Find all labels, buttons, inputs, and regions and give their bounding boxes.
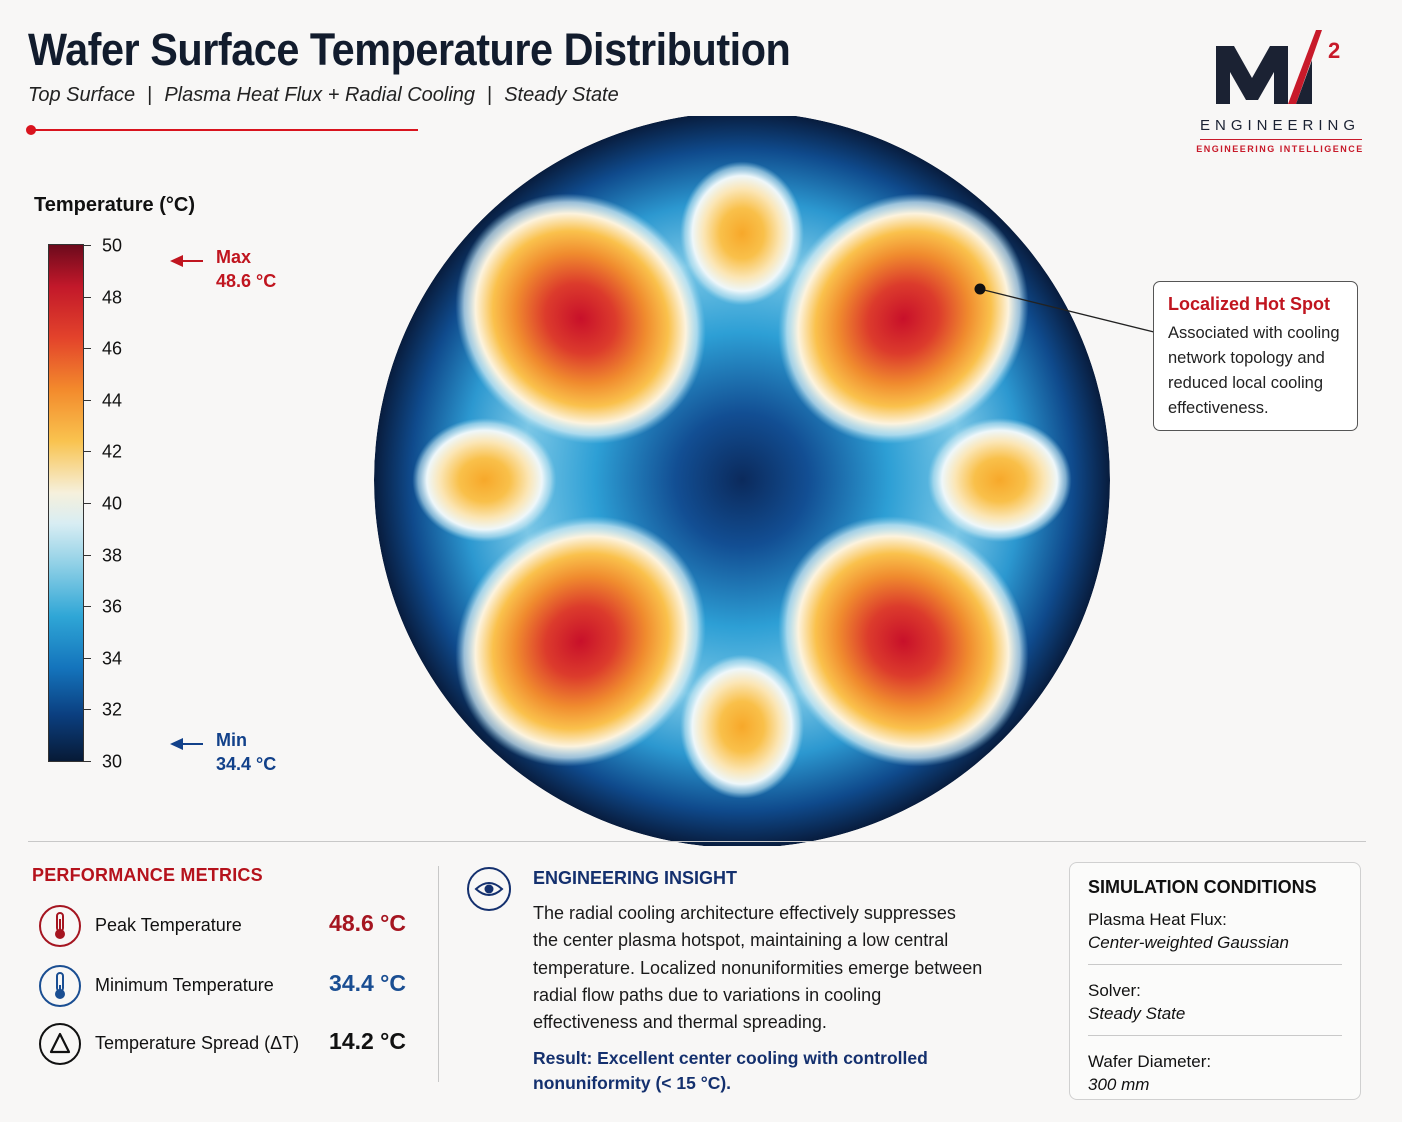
colorbar-tick [84,657,91,659]
warm-spot [680,654,804,799]
title-underline-dot [26,125,36,135]
metric-temperature-spread: Temperature Spread (ΔT) 14.2 °C [38,1022,418,1066]
metric-value: 48.6 °C [329,910,406,936]
sim-item-heat-flux: Plasma Heat Flux: Center-weighted Gaussi… [1088,904,1342,965]
warm-spot [412,418,557,542]
max-marker-label: Max 48.6 °C [216,245,276,293]
subtitle-solver: Steady State [504,84,619,106]
hot-spot [455,516,706,767]
sim-value: Center-weighted Gaussian [1088,933,1289,952]
metric-value: 34.4 °C [329,970,406,996]
subtitle-separator: | [147,84,153,106]
hot-spot-callout: Localized Hot Spot Associated with cooli… [1153,281,1358,431]
metric-label: Minimum Temperature [95,975,274,995]
logo-m-mark [1216,46,1288,104]
sim-key: Solver: [1088,981,1141,1000]
colorbar-tick-label: 50 [102,235,123,256]
title-underline [30,129,418,131]
callout-title: Localized Hot Spot [1168,294,1330,314]
metric-label: Peak Temperature [95,915,242,935]
colorbar-tick [84,554,91,556]
colorbar-title: Temperature (°C) [34,194,195,216]
colorbar-tick-label: 46 [102,338,123,359]
min-label: Min [216,730,247,750]
colorbar-tick [84,245,91,246]
hot-spot [455,193,706,444]
logo-tagline: ENGINEERING INTELLIGENCE [1196,144,1364,154]
simulation-conditions-title: SIMULATION CONDITIONS [1088,877,1317,897]
metric-minimum-temperature: Minimum Temperature 34.4 °C [38,964,418,1008]
delta-icon [39,1023,81,1065]
hot-spot [778,516,1029,767]
hot-spot [778,193,1029,444]
metric-label: Temperature Spread (ΔT) [95,1033,300,1053]
colorbar-tick-label: 42 [102,441,123,462]
min-marker-label: Min 34.4 °C [216,728,276,776]
colorbar-tick [84,503,91,504]
thermometer-cold-icon [39,965,81,1007]
colorbar-tick-label: 48 [102,287,123,308]
engineering-insight-title: ENGINEERING INSIGHT [533,868,738,888]
performance-metrics-title: PERFORMANCE METRICS [32,865,263,885]
colorbar-tick-label: 34 [102,648,123,669]
sim-key: Plasma Heat Flux: [1088,910,1227,929]
colorbar-tick [84,296,91,298]
wafer-heatmap [374,116,1110,846]
colorbar-tick-label: 44 [102,390,123,411]
metric-peak-temperature: Peak Temperature 48.6 °C [38,904,418,948]
max-label: Max [216,247,252,267]
colorbar-tick [84,451,91,453]
max-value: 48.6 °C [216,271,277,291]
colorbar-tick-label: 30 [102,751,123,772]
warm-spot [927,418,1072,542]
colorbar-tick-label: 36 [102,596,123,617]
colorbar-tick [84,399,91,401]
colorbar-tick [84,709,91,711]
colorbar-tick-label: 40 [102,493,123,514]
sim-item-solver: Solver: Steady State [1088,975,1342,1036]
colorbar-tick [84,348,91,350]
sim-value: 300 mm [1088,1075,1150,1094]
logo-wordmark: ENGINEERING [1199,117,1360,134]
page-subtitle: Top Surface | Plasma Heat Flux + Radial Co… [28,84,619,107]
colorbar-tick-label: 32 [102,699,123,720]
subtitle-separator: | [487,84,493,106]
engineering-insight-body: The radial cooling architecture effectiv… [533,903,983,1033]
page-title: Wafer Surface Temperature Distribution [28,24,791,75]
engineering-insight-result: Result: Excellent center cooling with co… [533,1048,928,1093]
max-arrow-icon [170,255,203,267]
heat-spots-layer [412,161,1072,799]
colorbar [48,244,84,762]
logo-slash [1288,30,1322,104]
logo-superscript: 2 [1328,38,1340,63]
company-logo: 2 [1216,30,1340,104]
eye-icon [467,867,511,911]
callout-text: Associated with cooling network topology… [1168,324,1340,417]
colorbar-tick [84,761,91,762]
subtitle-loading: Plasma Heat Flux + Radial Cooling [164,84,476,106]
sim-value: Steady State [1088,1004,1186,1023]
logo-m-right [1296,60,1312,104]
metric-value: 14.2 °C [329,1028,406,1054]
colorbar-tick-label: 38 [102,545,123,566]
sim-item-wafer-diameter: Wafer Diameter: 300 mm [1088,1046,1342,1106]
colorbar-tick [84,606,91,608]
sim-key: Wafer Diameter: [1088,1052,1212,1071]
min-value: 34.4 °C [216,754,277,774]
subtitle-surface: Top Surface [28,84,136,106]
section-divider [28,841,1366,842]
thermometer-hot-icon [39,905,81,947]
column-divider [438,866,439,1082]
min-arrow-icon [170,738,203,750]
simulation-conditions-panel: SIMULATION CONDITIONS Plasma Heat Flux: … [1069,862,1361,1100]
warm-spot [680,161,804,306]
logo-divider [1200,139,1362,140]
